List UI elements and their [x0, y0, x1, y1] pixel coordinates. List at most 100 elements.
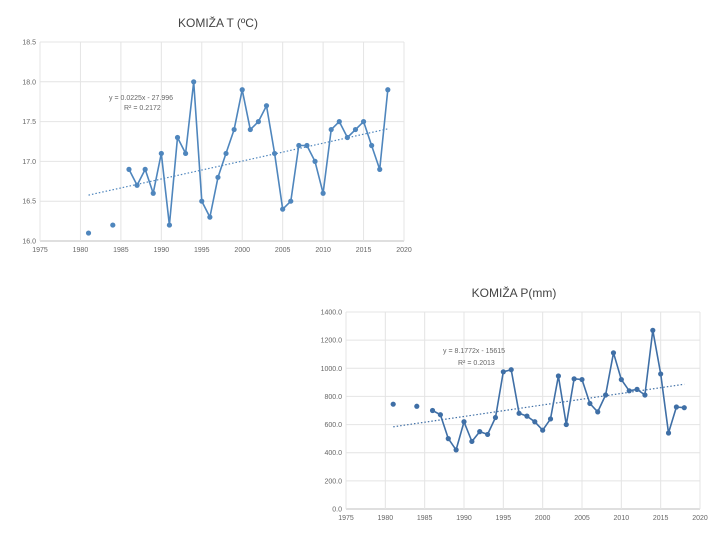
temperature-trendline	[88, 128, 388, 196]
precipitation-data-point	[587, 400, 593, 407]
precipitation-data-point	[571, 376, 577, 382]
temperature-data-point	[296, 142, 302, 149]
temperature-trend-r2: R² = 0.2172	[124, 105, 161, 112]
precipitation-data-point	[665, 430, 672, 436]
precipitation-data-point	[485, 431, 491, 438]
temperature-data-point	[174, 134, 181, 141]
temperature-x-tick-label: 2015	[356, 247, 372, 254]
temperature-data-point	[191, 79, 197, 85]
precipitation-data-point	[563, 421, 569, 428]
precipitation-data-point	[508, 367, 514, 373]
temperature-x-tick-label: 2010	[315, 247, 331, 254]
precipitation-trendline	[393, 383, 685, 428]
temperature-x-tick-labels: 1975 1980 1985 1990 1995 2000 2005 2010 2015 2020	[32, 247, 412, 254]
precipitation-y-tick-label: 600.0	[324, 422, 342, 429]
temperature-data-point	[215, 174, 221, 180]
temperature-data-point	[247, 126, 253, 133]
precipitation-data-point	[579, 376, 585, 383]
precipitation-data-point	[414, 403, 420, 409]
temperature-y-tick-label: 16.5	[22, 199, 36, 206]
temperature-x-tick-label: 1975	[32, 247, 48, 254]
precipitation-data-point	[650, 327, 656, 333]
precipitation-data-point	[477, 429, 483, 435]
temperature-data-point	[207, 214, 213, 220]
precipitation-y-tick-labels: 0.0 200.0 400.0 600.0 800.0 1000.0 1200.0 1400.…	[321, 310, 343, 514]
temperature-data-point	[85, 230, 92, 236]
temperature-data-point	[320, 190, 326, 196]
precipitation-data-point	[453, 447, 459, 453]
temperature-y-tick-label: 17.5	[22, 119, 36, 126]
precipitation-data-point	[673, 404, 680, 410]
precipitation-x-tick-label: 1975	[338, 515, 354, 522]
temperature-data-point	[183, 150, 189, 157]
precipitation-data-point	[642, 392, 648, 398]
precipitation-x-tick-label: 1980	[378, 515, 394, 522]
temperature-data-point	[110, 222, 116, 228]
temperature-chart: KOMIŽA T (ºC) 16.0 16.5 17.0 17.5 18.0 18.5 1…	[22, 15, 412, 254]
temperature-data-point	[377, 166, 383, 172]
precipitation-data-point	[461, 419, 467, 425]
temperature-x-tick-label: 1990	[154, 247, 170, 254]
precipitation-y-tick-label: 400.0	[324, 450, 342, 457]
precipitation-data-point	[681, 405, 687, 411]
temperature-y-tick-label: 17.0	[22, 159, 36, 166]
precipitation-x-tick-labels: 1975 1980 1985 1990 1995 2000 2005 2010 2015 2020	[338, 515, 708, 522]
precipitation-trend-equation: y = 8.1772x - 15615	[443, 348, 505, 355]
precipitation-data-point	[634, 386, 640, 392]
temperature-y-tick-label: 18.5	[22, 40, 36, 47]
temperature-data-point	[288, 198, 294, 204]
temperature-data-point	[142, 166, 148, 172]
precipitation-data-point	[524, 413, 530, 419]
precipitation-x-tick-label: 1985	[417, 515, 433, 522]
precipitation-x-tick-label: 2010	[614, 515, 630, 522]
temperature-data-points	[85, 79, 391, 236]
precipitation-data-point	[445, 436, 451, 442]
precipitation-data-points	[390, 327, 687, 453]
precipitation-data-point	[532, 419, 538, 425]
temperature-data-point	[328, 126, 334, 133]
precipitation-x-tick-label: 2020	[692, 515, 708, 522]
temperature-x-tick-label: 1985	[113, 247, 129, 254]
precipitation-data-point	[610, 350, 617, 356]
temperature-x-tick-label: 2000	[234, 247, 250, 254]
temperature-chart-title: KOMIŽA T (ºC)	[178, 15, 258, 30]
temperature-y-tick-label: 16.0	[22, 239, 36, 246]
precipitation-chart-title: KOMIŽA P(mm)	[472, 285, 557, 300]
temperature-data-point	[134, 182, 140, 188]
temperature-data-point	[199, 198, 205, 204]
precipitation-y-tick-label: 1200.0	[321, 338, 343, 345]
temperature-data-point	[385, 87, 391, 93]
precipitation-y-tick-label: 800.0	[324, 394, 342, 401]
temperature-data-point	[352, 126, 359, 133]
temperature-x-tick-label: 2005	[275, 247, 291, 254]
precipitation-gridlines	[345, 311, 701, 510]
precipitation-y-tick-label: 1400.0	[321, 310, 343, 317]
precipitation-data-point	[540, 427, 546, 433]
precipitation-y-tick-label: 0.0	[332, 507, 342, 514]
temperature-series-line	[128, 81, 389, 226]
temperature-data-point	[344, 134, 350, 141]
temperature-trend-equation: y = 0.0225x - 27.996	[109, 95, 173, 102]
temperature-x-tick-label: 1995	[194, 247, 210, 254]
precipitation-data-point	[595, 409, 601, 415]
temperature-data-point	[255, 119, 261, 125]
precipitation-x-tick-label: 2000	[535, 515, 551, 522]
temperature-data-point	[360, 119, 367, 125]
temperature-data-point	[166, 222, 173, 228]
temperature-data-point	[312, 158, 318, 164]
temperature-data-point	[126, 166, 132, 172]
precipitation-data-point	[555, 373, 562, 379]
precipitation-y-tick-label: 200.0	[324, 478, 342, 485]
precipitation-data-point	[603, 392, 609, 398]
temperature-data-point	[239, 87, 245, 93]
precipitation-data-point	[390, 401, 396, 407]
precipitation-data-point	[492, 414, 499, 421]
temperature-data-point	[231, 126, 237, 133]
precipitation-chart: KOMIŽA P(mm) 0.0 200.0 400.0 600.0 800.0 1000…	[321, 285, 708, 522]
precipitation-x-tick-label: 2015	[653, 515, 669, 522]
temperature-gridlines	[39, 41, 405, 242]
temperature-y-tick-labels: 16.0 16.5 17.0 17.5 18.0 18.5	[22, 40, 36, 246]
precipitation-data-point	[437, 412, 443, 418]
temperature-data-point	[158, 150, 164, 157]
